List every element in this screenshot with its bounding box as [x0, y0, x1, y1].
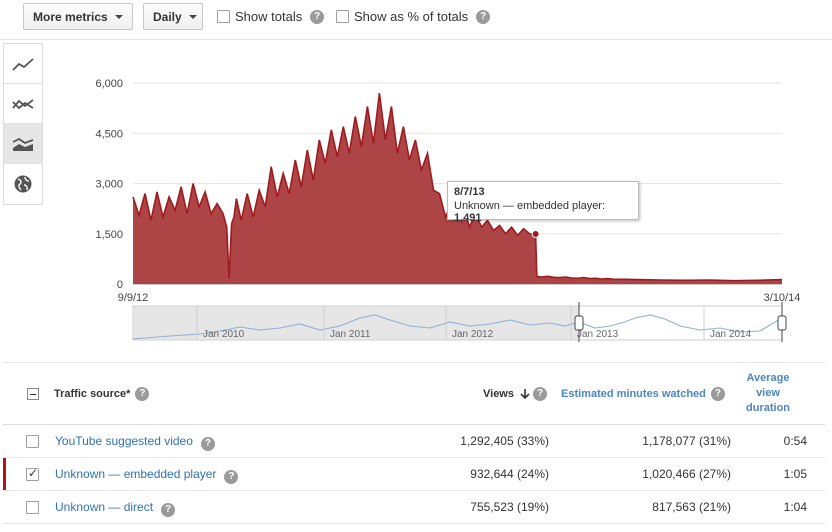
- help-icon[interactable]: ?: [533, 386, 547, 401]
- help-icon[interactable]: ?: [476, 9, 491, 24]
- sort-arrow-down-icon: [520, 388, 530, 399]
- avg-duration-value: 1:04: [783, 500, 807, 514]
- table-row[interactable]: Unknown — direct ? 755,523 (19%) 817,563…: [3, 491, 825, 524]
- x-start-label: 9/9/12: [118, 292, 149, 304]
- series-line: [132, 92, 783, 282]
- traffic-chart[interactable]: 6,000 4,500 3,000 1,500 0 9/9/12 3/10/14 Jan …: [60, 60, 800, 345]
- multi-line-chart-button[interactable]: [4, 84, 42, 124]
- row-checkbox[interactable]: [26, 434, 39, 448]
- y-tick-label: 6,000: [95, 78, 123, 90]
- traffic-source-link[interactable]: Unknown — direct: [55, 500, 154, 514]
- area-fill: [133, 93, 782, 284]
- header-traffic-source: Traffic source* ?: [54, 363, 150, 424]
- chart-type-rail: [3, 43, 43, 205]
- views-value: 1,292,405 (33%): [460, 434, 549, 448]
- area-series: [132, 92, 783, 284]
- chevron-down-icon: [114, 14, 123, 19]
- avg-duration-value: 0:54: [783, 434, 807, 448]
- minutes-value: 1,020,466 (27%): [642, 467, 731, 481]
- views-value: 932,644 (24%): [470, 467, 549, 481]
- row-checkbox[interactable]: [26, 466, 39, 481]
- show-pct-totals-option[interactable]: Show as % of totals ?: [336, 9, 491, 24]
- help-icon[interactable]: ?: [161, 503, 176, 517]
- granularity-label: Daily: [153, 9, 182, 24]
- table-header: Traffic source* ? Views ? Estimated minu…: [3, 363, 825, 425]
- y-tick-label: 3,000: [95, 179, 123, 191]
- y-tick-label: 0: [117, 279, 123, 291]
- header-views[interactable]: Views ?: [483, 363, 547, 424]
- chart-tooltip: 8/7/13 Unknown — embedded player: 1,491: [447, 181, 639, 224]
- minutes-value: 1,178,077 (31%): [642, 434, 731, 448]
- show-totals-label: Show totals: [235, 9, 303, 24]
- navigator-shade: [133, 306, 579, 340]
- traffic-source-link[interactable]: YouTube suggested video: [55, 434, 193, 448]
- tooltip-value: 1,491: [454, 212, 482, 224]
- y-tick-label: 1,500: [95, 229, 123, 241]
- timeline-navigator[interactable]: Jan 2010 Jan 2011 Jan 2012 Jan 2013 Jan 2014: [132, 302, 787, 342]
- toolbar: More metrics Daily Show totals ? Show as…: [0, 0, 832, 40]
- help-icon[interactable]: ?: [310, 9, 325, 24]
- show-pct-totals-checkbox[interactable]: [336, 10, 349, 23]
- views-value: 755,523 (19%): [470, 500, 549, 514]
- more-metrics-label: More metrics: [33, 9, 108, 24]
- avg-duration-value: 1:05: [783, 467, 807, 481]
- help-icon[interactable]: ?: [135, 386, 150, 401]
- map-chart-button[interactable]: [4, 164, 42, 204]
- show-totals-option[interactable]: Show totals ?: [217, 9, 325, 24]
- navigator-year-label: Jan 2013: [577, 329, 619, 340]
- header-minutes-watched[interactable]: Estimated minutes watched ?: [561, 363, 725, 424]
- show-pct-totals-label: Show as % of totals: [354, 9, 469, 24]
- line-chart-icon: [12, 57, 34, 71]
- globe-icon: [14, 175, 32, 193]
- navigator-year-label: Jan 2014: [710, 329, 752, 340]
- line-chart-button[interactable]: [4, 44, 42, 84]
- navigator-handle: [777, 315, 787, 331]
- x-axis: 9/9/12 3/10/14: [118, 292, 800, 304]
- help-icon[interactable]: ?: [200, 437, 215, 451]
- tooltip-series-line: Unknown — embedded player: 1,491: [454, 200, 632, 224]
- hover-point: [531, 230, 540, 239]
- multi-line-chart-icon: [12, 98, 34, 109]
- traffic-source-link[interactable]: Unknown — embedded player: [55, 467, 217, 481]
- navigator-line: [132, 314, 783, 340]
- x-end-label: 3/10/14: [764, 292, 800, 304]
- granularity-dropdown[interactable]: Daily: [143, 3, 203, 30]
- stacked-area-chart-button[interactable]: [4, 124, 42, 164]
- traffic-source-table: Traffic source* ? Views ? Estimated minu…: [3, 362, 825, 524]
- more-metrics-dropdown[interactable]: More metrics: [23, 3, 133, 30]
- navigator-handle: [574, 315, 584, 331]
- minus-icon: [27, 387, 39, 400]
- help-icon[interactable]: ?: [224, 470, 239, 484]
- show-totals-checkbox[interactable]: [217, 10, 230, 23]
- tooltip-series: Unknown — embedded player:: [454, 200, 606, 212]
- navigator-year-label: Jan 2012: [452, 329, 494, 340]
- stacked-area-chart-icon: [12, 137, 34, 151]
- row-checkbox[interactable]: [26, 500, 39, 514]
- header-average-view-duration[interactable]: Average view duration: [746, 372, 790, 414]
- select-all-toggle[interactable]: [27, 363, 39, 424]
- y-tick-label: 4,500: [95, 128, 123, 140]
- help-icon[interactable]: ?: [710, 386, 725, 401]
- table-row[interactable]: Unknown — embedded player ? 932,644 (24%…: [3, 458, 825, 491]
- navigator-year-label: Jan 2011: [330, 329, 371, 340]
- tooltip-date: 8/7/13: [454, 186, 485, 198]
- minutes-value: 817,563 (21%): [652, 500, 731, 514]
- navigator-year-label: Jan 2010: [203, 329, 245, 340]
- chevron-down-icon: [188, 14, 197, 19]
- table-row[interactable]: YouTube suggested video ? 1,292,405 (33%…: [3, 425, 825, 458]
